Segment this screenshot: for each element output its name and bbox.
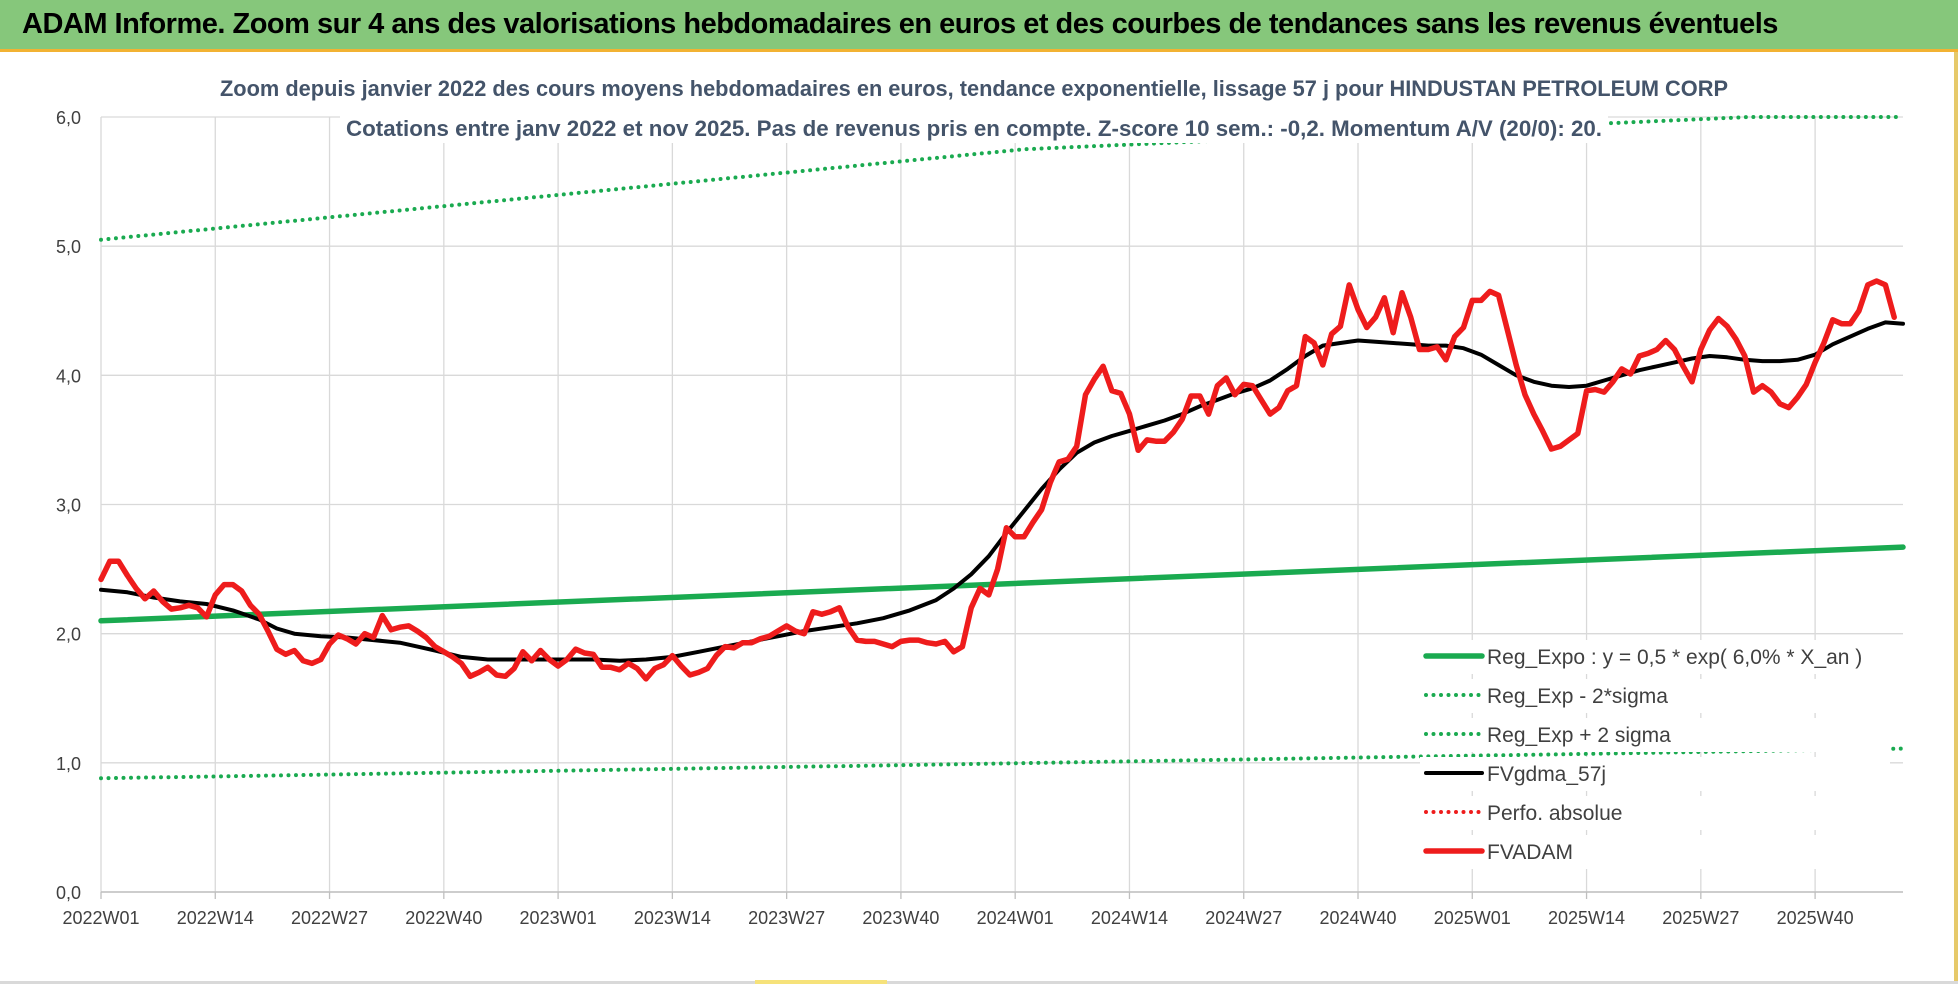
x-tick-label: 2022W27: [291, 908, 368, 928]
chart-title-line1: Zoom depuis janvier 2022 des cours moyen…: [220, 76, 1728, 101]
y-tick-label: 0,0: [56, 883, 81, 903]
chart-series: [98, 115, 1906, 781]
legend-label: Reg_Exp + 2 sigma: [1487, 724, 1671, 747]
legend-label: FVgdma_57j: [1487, 763, 1606, 786]
y-tick-label: 1,0: [56, 754, 81, 774]
frame-bottom-accent: [755, 980, 887, 984]
legend-label: Reg_Exp - 2*sigma: [1487, 685, 1668, 708]
y-tick-label: 3,0: [56, 496, 81, 516]
x-tick-label: 2023W14: [634, 908, 711, 928]
report-title: ADAM Informe. Zoom sur 4 ans des valoris…: [22, 8, 1778, 40]
report-banner: ADAM Informe. Zoom sur 4 ans des valoris…: [0, 0, 1958, 52]
x-tick-label: 2022W14: [177, 908, 254, 928]
frame-right-border: [1954, 52, 1958, 984]
frame-bottom-border: [0, 981, 1958, 984]
y-tick-label: 6,0: [56, 108, 81, 128]
y-tick-label: 5,0: [56, 237, 81, 257]
x-tick-label: 2024W01: [977, 908, 1054, 928]
chart-legend: Reg_Expo : y = 0,5 * exp( 6,0% * X_an ) R…: [1420, 640, 1890, 869]
valuation-chart: 0,01,02,03,04,05,06,0 2022W01 2022W14 2022…: [56, 74, 1906, 928]
legend-bg: [1420, 640, 1890, 674]
x-tick-label: 2025W14: [1548, 908, 1625, 928]
y-tick-label: 2,0: [56, 625, 81, 645]
legend-label: Reg_Expo : y = 0,5 * exp( 6,0% * X_an ): [1487, 646, 1862, 669]
y-axis-ticks: 0,0 1,0 2,0 3,0 4,0 5,0 6,0: [56, 108, 81, 903]
x-tick-label: 2024W27: [1205, 908, 1282, 928]
title-mask: [214, 74, 1734, 103]
chart-title-line2: Cotations entre janv 2022 et nov 2025. P…: [346, 116, 1602, 141]
series-line-fvadam: [98, 278, 1897, 682]
legend-bg: [1420, 796, 1890, 830]
x-tick-label: 2025W27: [1662, 908, 1739, 928]
series-line-reg-exp-2-sigma: [99, 746, 1905, 781]
x-tick-label: 2025W01: [1434, 908, 1511, 928]
x-tick-label: 2023W40: [862, 908, 939, 928]
y-tick-label: 4,0: [56, 366, 81, 386]
series-line-reg-expo-y-0-5-exp-6-0-x-an: [98, 544, 1906, 624]
x-tick-label: 2024W40: [1319, 908, 1396, 928]
x-tick-label: 2024W14: [1091, 908, 1168, 928]
x-axis-ticks: 2022W01 2022W14 2022W27 2022W40 2023W01 2023W…: [62, 908, 1853, 928]
x-tick-label: 2023W27: [748, 908, 825, 928]
x-tick-label: 2022W40: [405, 908, 482, 928]
x-tick-label: 2023W01: [520, 908, 597, 928]
legend-bg: [1420, 757, 1890, 791]
x-tick-label: 2025W40: [1777, 908, 1854, 928]
legend-bg: [1420, 679, 1890, 713]
legend-bg: [1420, 835, 1890, 869]
x-tick-label: 2022W01: [62, 908, 139, 928]
legend-bg: [1420, 718, 1890, 752]
title-mask: [340, 114, 1608, 143]
legend-label: Perfo. absolue: [1487, 802, 1622, 825]
legend-label: FVADAM: [1487, 841, 1573, 864]
